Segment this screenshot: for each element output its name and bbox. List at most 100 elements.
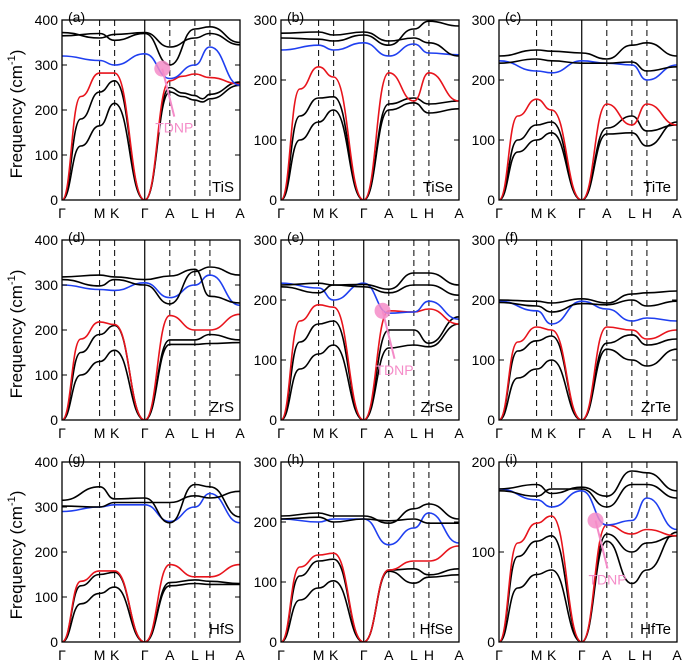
x-tick-label: L xyxy=(628,425,636,441)
phonon-branch-opt-1 xyxy=(62,483,240,524)
x-tick-label: H xyxy=(424,647,434,663)
phonon-branch-la xyxy=(281,303,459,420)
y-tick-label: 0 xyxy=(269,192,277,208)
phonon-branch-opt-1 xyxy=(281,272,459,291)
y-tick-label: 300 xyxy=(472,12,496,28)
plot-frame xyxy=(280,19,460,201)
series-group xyxy=(499,41,677,200)
phonon-branch-opt-1 xyxy=(281,20,459,47)
x-tick-label: M xyxy=(313,205,325,221)
y-tick-label: 200 xyxy=(254,292,278,308)
x-tick-label: L xyxy=(410,647,418,663)
x-tick-label: K xyxy=(547,425,557,441)
tdnp-marker xyxy=(374,302,391,319)
tdnp-pointer xyxy=(594,520,609,569)
phonon-branch-acoustic-1 xyxy=(62,582,240,642)
y-tick-label: 300 xyxy=(35,57,59,73)
x-tick-label: Γ xyxy=(58,425,66,441)
tdnp-label: TDNP xyxy=(588,572,626,588)
x-tick-label: A xyxy=(384,425,394,441)
panel-label: (b) xyxy=(287,9,304,25)
material-label: HfS xyxy=(209,621,234,638)
series-group xyxy=(281,272,459,420)
x-tick-label: Γ xyxy=(495,425,503,441)
phonon-branch-la xyxy=(499,515,677,642)
y-tick-label: 200 xyxy=(472,72,496,88)
ylabel-row-1: Frequency (cm-1) xyxy=(6,50,26,179)
y-tick-label: 200 xyxy=(35,102,59,118)
x-tick-label: M xyxy=(94,647,106,663)
panel-label: (a) xyxy=(68,9,85,25)
x-tick-label: K xyxy=(329,647,339,663)
phonon-branch-la xyxy=(281,545,459,642)
x-tick-label: Γ xyxy=(578,205,586,221)
phonon-branch-opt-1 xyxy=(62,25,240,66)
plot-frame xyxy=(498,19,678,201)
y-tick-label: 300 xyxy=(35,277,59,293)
y-tick-label: 300 xyxy=(254,454,278,470)
panel-label: (f) xyxy=(505,229,518,245)
x-tick-label: L xyxy=(628,205,636,221)
x-tick-label: H xyxy=(205,205,215,221)
y-tick-label: 400 xyxy=(35,232,59,248)
x-tick-label: Γ xyxy=(578,425,586,441)
x-tick-label: A xyxy=(165,205,175,221)
material-label: TiSe xyxy=(423,179,453,196)
x-tick-label: M xyxy=(531,647,543,663)
phonon-branch-acoustic-1 xyxy=(499,348,677,420)
y-axis-labels: Frequency (cm-1) Frequency (cm-1) Freque… xyxy=(6,50,26,620)
y-tick-label: 200 xyxy=(254,72,278,88)
phonon-branch-opt-2 xyxy=(499,299,677,313)
y-tick-label: 300 xyxy=(35,499,59,515)
material-label: HfTe xyxy=(640,621,671,638)
x-tick-label: A xyxy=(454,647,464,663)
x-tick-label: Γ xyxy=(578,647,586,663)
ylabel-sup: -1 xyxy=(6,55,18,65)
x-tick-label: K xyxy=(547,647,557,663)
x-tick-label: M xyxy=(531,425,543,441)
ylabel-row-3: Frequency (cm-1) xyxy=(6,491,26,620)
x-tick-label: Γ xyxy=(141,205,149,221)
ylabel-sup: -1 xyxy=(6,275,18,285)
phonon-branch-opt-blue xyxy=(62,274,240,307)
phonon-branch-opt-blue xyxy=(499,59,677,81)
x-tick-label: K xyxy=(329,425,339,441)
panel-label: (h) xyxy=(287,451,304,467)
x-tick-label: K xyxy=(110,425,120,441)
phonon-branch-opt-1 xyxy=(62,266,240,305)
panel-label: (d) xyxy=(68,229,85,245)
x-tick-label: Γ xyxy=(360,425,368,441)
x-tick-label: L xyxy=(191,425,199,441)
x-tick-label: K xyxy=(329,205,339,221)
y-tick-label: 0 xyxy=(50,412,58,428)
x-tick-label: Γ xyxy=(360,647,368,663)
panel-label: (g) xyxy=(68,451,85,467)
x-tick-label: A xyxy=(672,425,682,441)
y-tick-label: 300 xyxy=(254,12,278,28)
x-tick-label: A xyxy=(602,647,612,663)
x-tick-label: Γ xyxy=(58,205,66,221)
phonon-branch-opt-blue xyxy=(499,488,677,531)
series-group xyxy=(62,25,240,200)
panel-label: (e) xyxy=(287,229,304,245)
ylabel-close: ) xyxy=(7,491,26,497)
x-tick-label: H xyxy=(424,425,434,441)
x-tick-label: K xyxy=(110,647,120,663)
y-tick-label: 200 xyxy=(35,544,59,560)
tdnp-label: TDNP xyxy=(155,120,193,136)
material-label: TiTe xyxy=(643,179,671,196)
x-tick-label: M xyxy=(94,425,106,441)
tdnp-marker xyxy=(154,60,171,77)
phonon-branch-opt-2 xyxy=(62,268,240,304)
y-tick-label: 0 xyxy=(269,412,277,428)
material-label: TiS xyxy=(212,179,234,196)
ylabel-row-2: Frequency (cm-1) xyxy=(6,270,26,399)
series-group xyxy=(499,470,677,642)
panel-label: (c) xyxy=(505,9,521,25)
x-tick-label: A xyxy=(602,205,612,221)
y-tick-label: 100 xyxy=(472,352,496,368)
phonon-branch-la xyxy=(62,72,240,200)
material-label: ZrSe xyxy=(420,399,453,416)
